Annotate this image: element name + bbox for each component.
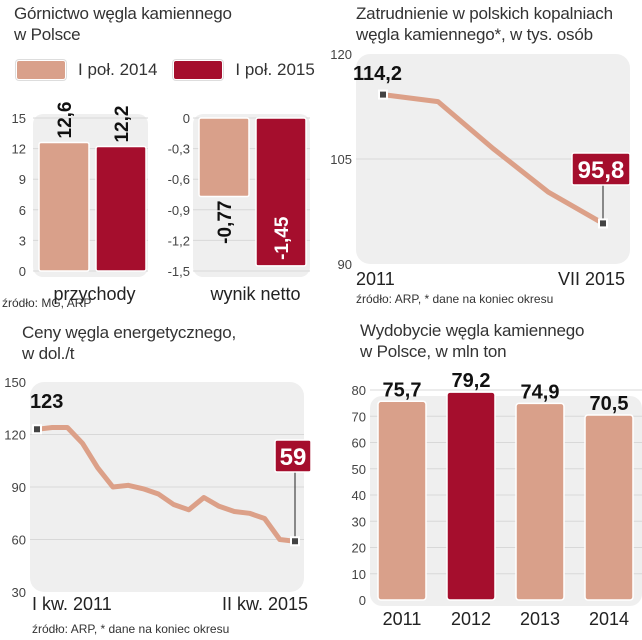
employment-end-marker — [598, 218, 608, 229]
prices-line-chart: 30 60 90 120 150 123 59 I kw. 2011 II kw. 2015 — [4, 375, 312, 614]
prices-ytick-label: 90 — [12, 480, 26, 495]
legend-swatch-2014 — [16, 60, 66, 80]
output-value-label: 70,5 — [590, 393, 629, 415]
prices-start-marker — [32, 424, 42, 435]
employment-xtick-label-end: VII 2015 — [558, 269, 625, 289]
output-ytick-label: 50 — [352, 462, 366, 477]
prices-ytick-label: 60 — [12, 533, 26, 548]
finance-source: źródło: MG, ARP — [2, 296, 92, 310]
revenue-value-label: 12,6 — [55, 101, 76, 138]
prices-end-label: 59 — [280, 444, 307, 471]
prices-xtick-label-start: I kw. 2011 — [32, 594, 112, 614]
revenue-value-label: 12,2 — [112, 106, 133, 143]
output-ytick-label: 0 — [359, 593, 366, 608]
output-xtick-label: 2011 — [383, 609, 422, 629]
net-result-bar-2014 — [198, 117, 250, 198]
output-title-line-2: w Polsce, w mln ton — [360, 342, 507, 361]
revenue-ytick-label: 0 — [19, 264, 26, 279]
net-result-xlabel: wynik netto — [209, 284, 300, 304]
revenue-ytick-label: 3 — [19, 233, 26, 248]
employment-start-label: 114,2 — [353, 63, 402, 85]
prices-source: źródło: ARP, * dane na koniec okresu — [32, 622, 230, 636]
net-result-bar-2015 — [255, 117, 307, 267]
revenue-ytick-label: 6 — [19, 203, 26, 218]
employment-title-line-2: węgla kamiennego*, w tys. osób — [356, 25, 593, 44]
net-result-ytick-label: -1,5 — [168, 264, 190, 279]
output-ytick-label: 70 — [352, 409, 366, 424]
employment-xtick-label-start: 2011 — [356, 269, 395, 289]
prices-xtick-label-end: II kw. 2015 — [222, 594, 308, 614]
output-title-line-1: Wydobycie węgla kamiennego — [360, 321, 585, 340]
output-value-label: 74,9 — [521, 381, 560, 403]
employment-chart-title: Zatrudnienie w polskich kopalniach węgla… — [356, 3, 613, 45]
revenue-ytick-label: 15 — [12, 111, 26, 126]
output-bar-2012 — [446, 391, 496, 601]
employment-ytick-label: 120 — [330, 47, 352, 62]
revenue-bar-2015 — [95, 145, 147, 272]
legend-label-2014: I poł. 2014 — [78, 60, 158, 79]
legend-label-2015: I poł. 2015 — [235, 60, 315, 79]
finance-bar-chart: 0 3 6 9 12 15 12,6 12,2 przychody 0 -0,3 -0,6 -0,9 -… — [12, 101, 310, 304]
prices-title-line-1: Ceny węgla energetycznego, — [22, 323, 237, 342]
net-result-ytick-label: -0,6 — [168, 172, 190, 187]
net-result-panel: 0 -0,3 -0,6 -0,9 -1,2 -1,5 -0,77 -1,45 wynik net… — [168, 111, 310, 304]
finance-legend: I poł. 2014 I poł. 2015 — [16, 60, 315, 80]
finance-title-line-2: w Polsce — [14, 25, 81, 44]
revenue-panel: 0 3 6 9 12 15 12,6 12,2 przychody — [12, 101, 148, 304]
finance-chart-title: Górnictwo węgla kamiennego w Polsce — [14, 3, 232, 45]
prices-callout-box — [274, 439, 312, 473]
employment-end-label: 95,8 — [578, 157, 625, 184]
output-ytick-label: 60 — [352, 436, 366, 451]
revenue-ytick-label: 9 — [19, 172, 26, 187]
prices-end-marker — [290, 536, 300, 547]
employment-callout-box — [571, 152, 631, 186]
output-bar-chart: 0 10 20 30 40 50 60 70 80 75,7 2011 79,2 2012 74,9 201… — [352, 370, 642, 629]
prices-title-line-2: w dol./t — [22, 344, 75, 363]
net-result-ytick-label: -1,2 — [168, 233, 190, 248]
employment-title-line-1: Zatrudnienie w polskich kopalniach — [356, 4, 613, 23]
employment-ytick-label: 105 — [330, 152, 352, 167]
output-xtick-label: 2013 — [520, 609, 560, 629]
output-ytick-label: 80 — [352, 383, 366, 398]
output-ytick-label: 20 — [352, 541, 366, 556]
net-result-value-label: -0,77 — [215, 201, 236, 244]
output-ytick-label: 10 — [352, 567, 366, 582]
output-bar-2013 — [515, 402, 565, 601]
output-xtick-label: 2012 — [451, 609, 491, 629]
prices-chart-title: Ceny węgla energetycznego, w dol./t — [22, 322, 236, 364]
output-bar-2014 — [584, 414, 634, 601]
revenue-xlabel: przychody — [53, 284, 135, 304]
net-result-ytick-label: 0 — [183, 111, 190, 126]
employment-series-line — [382, 92, 605, 226]
legend-swatch-2015 — [173, 60, 224, 80]
net-result-ytick-label: -0,9 — [168, 203, 190, 218]
output-plot-bg — [370, 396, 642, 606]
employment-start-marker — [378, 89, 388, 100]
finance-title-line-1: Górnictwo węgla kamiennego — [14, 4, 232, 23]
prices-ytick-label: 150 — [4, 375, 26, 390]
prices-series-line — [36, 425, 296, 544]
employment-ytick-label: 90 — [338, 257, 352, 272]
net-result-ytick-label: -0,3 — [168, 142, 190, 157]
employment-source: źródło: ARP, * dane na koniec okresu — [356, 292, 554, 306]
output-chart-title: Wydobycie węgla kamiennego w Polsce, w m… — [360, 320, 584, 362]
revenue-ytick-label: 12 — [12, 142, 26, 157]
output-xtick-label: 2014 — [589, 609, 629, 629]
prices-start-label: 123 — [30, 391, 63, 413]
net-result-value-label: -1,45 — [272, 216, 293, 260]
output-value-label: 75,7 — [383, 379, 422, 401]
output-ytick-label: 30 — [352, 514, 366, 529]
revenue-bar-2014 — [38, 141, 90, 272]
output-ytick-label: 40 — [352, 488, 366, 503]
prices-ytick-label: 120 — [4, 428, 26, 443]
prices-ytick-label: 30 — [12, 585, 26, 600]
output-value-label: 79,2 — [452, 370, 491, 392]
output-bar-2011 — [377, 400, 427, 601]
